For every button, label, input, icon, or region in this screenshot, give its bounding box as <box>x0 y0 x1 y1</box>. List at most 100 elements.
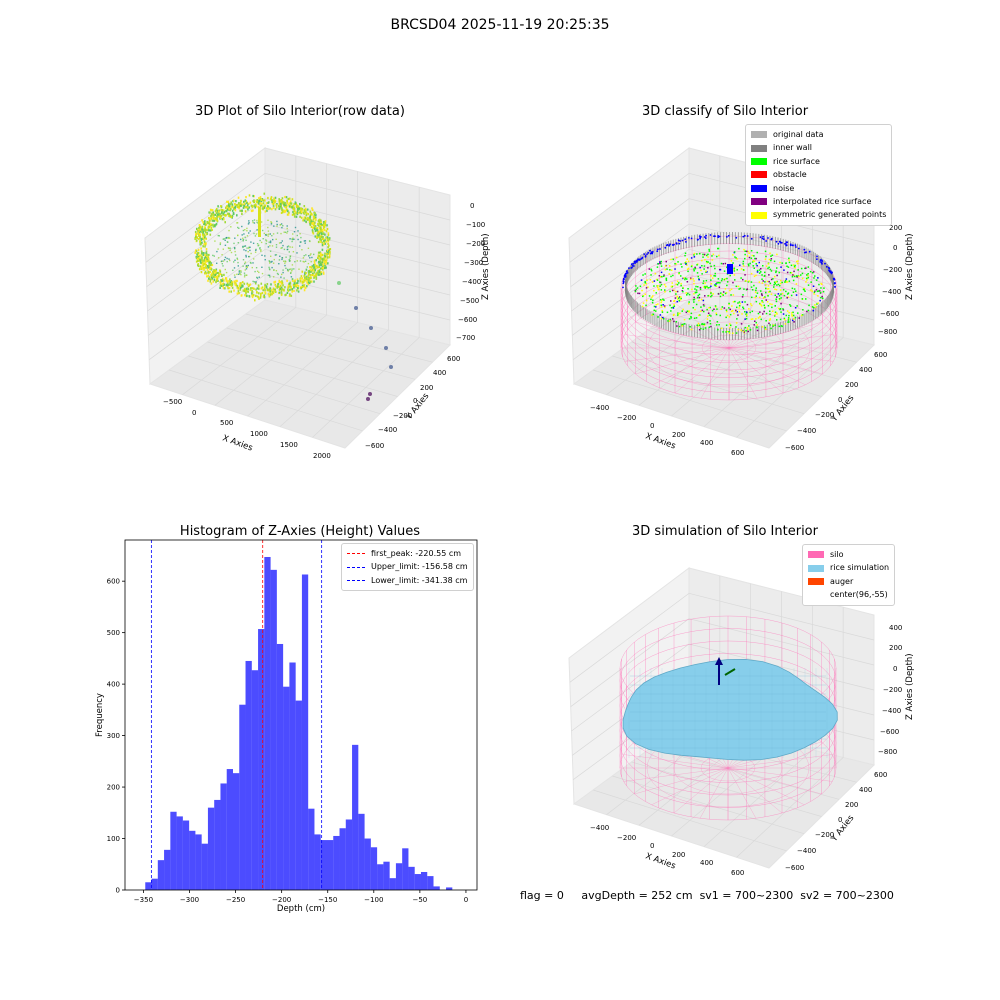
data-point <box>261 266 263 268</box>
data-point <box>302 211 305 214</box>
wall-point <box>801 314 803 327</box>
data-point <box>250 209 253 212</box>
surface-point <box>676 280 679 283</box>
surface-point <box>753 260 756 262</box>
histogram-bar <box>395 863 403 890</box>
surface-point <box>677 298 679 300</box>
surface-point <box>788 314 790 317</box>
surface-point <box>675 256 678 259</box>
data-point <box>316 271 318 274</box>
surface-point <box>811 290 813 292</box>
wall-point <box>711 327 713 340</box>
wall-point <box>714 327 716 340</box>
noise-point <box>759 236 762 239</box>
data-point <box>228 229 230 232</box>
data-point <box>322 271 325 274</box>
data-point <box>238 203 241 207</box>
surface-point <box>682 287 684 289</box>
data-point <box>216 276 219 280</box>
wall-point <box>635 301 637 314</box>
data-point <box>198 237 200 241</box>
data-point <box>216 262 218 264</box>
data-point <box>253 287 255 290</box>
surface-point <box>821 295 823 298</box>
data-point <box>289 246 291 248</box>
data-point <box>310 219 313 222</box>
data-point <box>246 227 248 230</box>
surface-point <box>692 307 694 309</box>
surface-point <box>708 314 711 316</box>
surface-point <box>750 304 753 307</box>
surface-point <box>697 275 699 278</box>
data-point <box>320 220 322 224</box>
surface-point <box>764 328 767 330</box>
surface-point <box>746 288 748 290</box>
data-point <box>221 254 223 256</box>
data-point <box>275 254 278 256</box>
surface-point <box>657 263 659 265</box>
surface-point <box>751 254 753 257</box>
data-point <box>303 261 305 263</box>
data-point <box>269 250 272 252</box>
surface-point <box>770 278 773 281</box>
wall-point <box>749 327 751 339</box>
legend-label: Lower_limit: -341.38 cm <box>371 575 468 585</box>
data-point <box>271 208 273 211</box>
data-point <box>261 202 263 205</box>
data-point <box>298 268 300 270</box>
z-tick-label: 0 <box>470 202 474 210</box>
data-point <box>317 240 320 244</box>
data-point <box>290 272 292 274</box>
data-point <box>310 212 312 215</box>
data-point <box>320 252 322 255</box>
data-point <box>286 225 288 227</box>
surface-point <box>697 294 699 297</box>
surface-point <box>646 279 648 281</box>
surface-point <box>719 314 721 317</box>
data-point <box>292 284 295 287</box>
surface-point <box>643 284 645 286</box>
data-point <box>224 221 226 224</box>
data-point <box>267 205 269 208</box>
data-point <box>219 284 222 287</box>
surface-point <box>769 318 771 320</box>
surface-point <box>650 298 652 301</box>
data-point <box>286 279 288 282</box>
data-point <box>325 230 328 233</box>
noise-point <box>641 256 644 259</box>
data-point <box>300 236 302 239</box>
surface-point <box>642 274 644 276</box>
data-point <box>225 277 228 280</box>
surface-point <box>702 282 704 285</box>
data-point <box>204 257 206 260</box>
data-point <box>249 246 251 248</box>
data-point <box>275 206 278 209</box>
data-point <box>320 224 322 227</box>
data-point <box>202 234 205 237</box>
surface-point <box>698 299 700 302</box>
surface-point <box>651 314 653 316</box>
surface-point <box>820 287 822 289</box>
surface-point <box>734 300 736 303</box>
data-point <box>212 273 214 276</box>
data-point <box>310 225 313 228</box>
data-point <box>247 206 249 209</box>
surface-point <box>786 281 789 283</box>
data-point <box>196 239 198 242</box>
data-point <box>316 236 319 239</box>
surface-point <box>749 328 752 331</box>
surface-point <box>809 289 812 291</box>
surface-point <box>724 262 727 265</box>
data-point <box>206 232 209 235</box>
y-tick-label: −200 <box>393 412 412 420</box>
wall-point <box>631 263 632 276</box>
surface-point <box>693 301 695 303</box>
data-point <box>269 207 271 210</box>
surface-point <box>775 289 778 291</box>
data-point <box>272 291 275 295</box>
surface-point <box>690 317 692 319</box>
surface-point <box>749 311 751 314</box>
surface-point <box>684 254 686 257</box>
y-tick-label: 400 <box>433 369 446 377</box>
data-point <box>245 287 248 290</box>
